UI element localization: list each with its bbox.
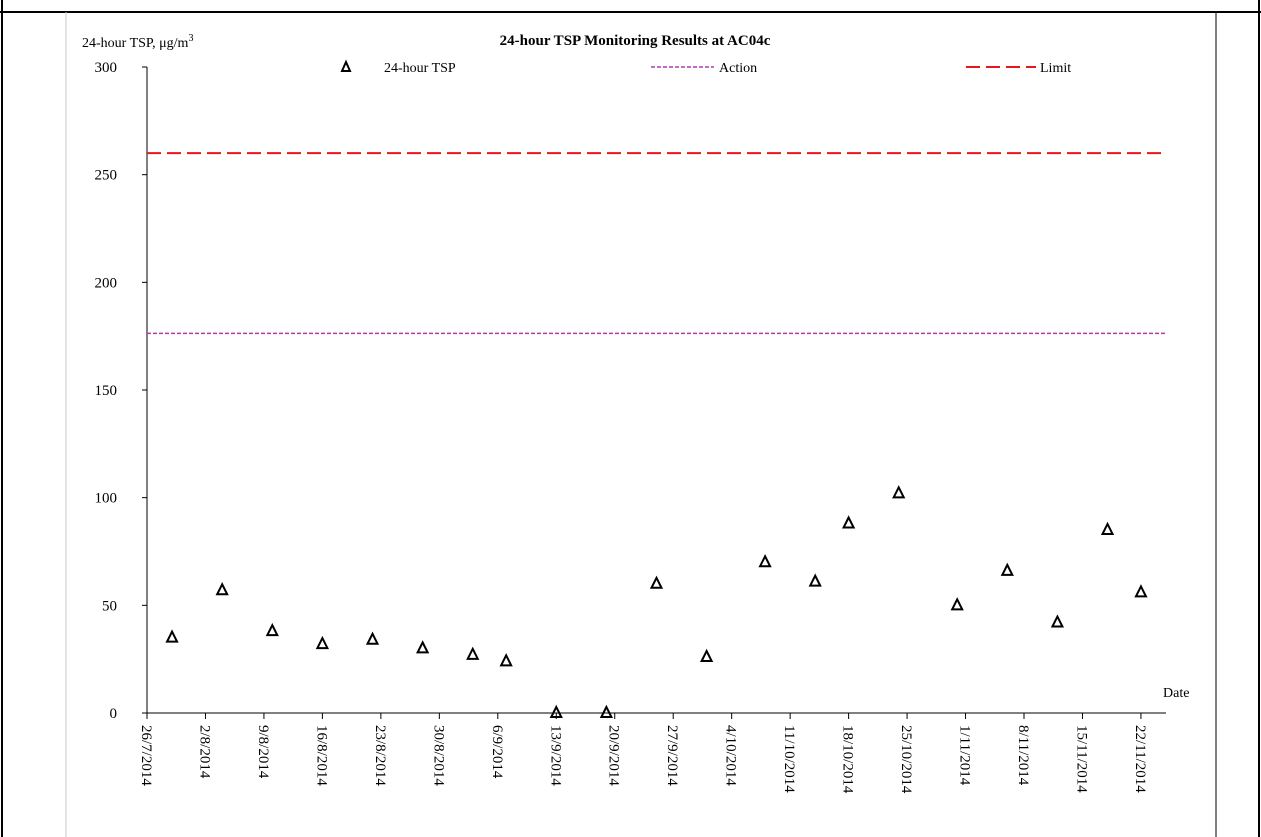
tsp-data-point	[215, 582, 229, 596]
tsp-data-point	[1050, 614, 1065, 628]
legend-tsp-label: 24-hour TSP	[384, 61, 456, 76]
tsp-data-point	[649, 575, 664, 589]
x-tick-label: 4/10/2014	[723, 725, 739, 786]
x-axis-label: Date	[1163, 686, 1189, 701]
tsp-data-point	[758, 554, 772, 568]
tsp-data-point	[699, 648, 714, 663]
x-tick-label: 6/9/2014	[489, 725, 505, 779]
tsp-data-point	[365, 631, 380, 645]
x-tick-label: 2/8/2014	[196, 725, 212, 779]
tsp-data-point	[950, 597, 964, 611]
chart-title: 24-hour TSP Monitoring Results at AC04c	[500, 33, 771, 49]
x-tick-label: 27/9/2014	[664, 725, 680, 786]
x-tick-label: 30/8/2014	[430, 725, 446, 786]
x-tick-label: 23/8/2014	[372, 725, 388, 786]
tsp-data-point	[599, 704, 614, 718]
legend-action-label: Action	[719, 61, 757, 76]
x-tick-label: 9/8/2014	[255, 725, 271, 779]
x-tick-label: 11/10/2014	[781, 725, 797, 793]
tsp-data-point	[265, 622, 279, 637]
y-axis-label: 24-hour TSP, μg/m3	[82, 33, 193, 51]
tsp-data-point	[841, 515, 856, 529]
y-tick-label: 0	[110, 706, 118, 722]
tsp-data-point	[1000, 562, 1014, 576]
legend-triangle-marker	[340, 59, 352, 72]
x-tick-label: 20/9/2014	[606, 725, 622, 786]
x-tick-label: 22/11/2014	[1132, 725, 1148, 793]
y-tick-label: 250	[95, 168, 118, 184]
y-tick-label: 150	[95, 383, 118, 399]
x-tick-label: 8/11/2014	[1015, 725, 1031, 786]
y-tick-label: 300	[95, 60, 118, 76]
tsp-data-point	[808, 573, 822, 587]
tsp-data-point	[1134, 584, 1148, 598]
tsp-data-point	[549, 704, 563, 718]
tsp-data-point	[165, 629, 179, 643]
x-tick-label: 13/9/2014	[547, 725, 563, 786]
x-tick-label: 26/7/2014	[138, 725, 154, 786]
x-tick-label: 15/11/2014	[1073, 725, 1089, 793]
x-tick-label: 25/10/2014	[898, 725, 914, 794]
tsp-data-point	[892, 485, 906, 499]
axes: 0 50 100 150 200 250 300 26/7/2014 2/8/2014 9/8/2…	[95, 60, 1166, 794]
tsp-data-point	[315, 635, 330, 650]
y-tick-label: 200	[95, 275, 118, 291]
data-points	[165, 485, 1148, 718]
reference-lines	[147, 152, 1166, 335]
x-tick-label: 1/11/2014	[957, 725, 973, 786]
y-axis-label-sup: 3	[188, 33, 193, 44]
tsp-data-point	[499, 653, 513, 667]
y-tick-label: 50	[102, 598, 117, 614]
y-tick-label: 100	[95, 491, 118, 507]
legend-limit-label: Limit	[1040, 61, 1071, 76]
x-tick-label: 16/8/2014	[313, 725, 329, 786]
x-tick-label: 18/10/2014	[840, 725, 856, 794]
tsp-data-point	[1100, 521, 1115, 535]
tsp-data-point	[416, 640, 430, 654]
tsp-data-point	[466, 646, 480, 660]
y-axis-label-text: 24-hour TSP, μg/m	[82, 36, 189, 51]
legend: 24-hour TSP Action Limit	[340, 59, 1071, 76]
